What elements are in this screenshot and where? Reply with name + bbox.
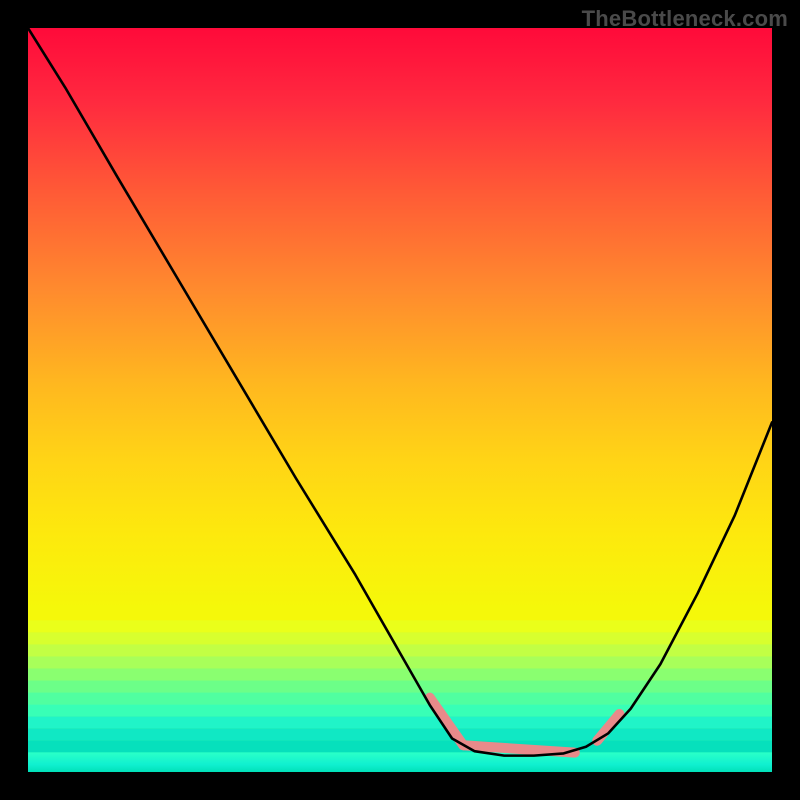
gradient-band xyxy=(28,668,772,680)
gradient-band xyxy=(28,608,772,620)
watermark-text: TheBottleneck.com xyxy=(582,6,788,32)
plot-area xyxy=(28,28,772,772)
gradient-band xyxy=(28,704,772,716)
gradient-band xyxy=(28,632,772,644)
gradient-band xyxy=(28,680,772,692)
chart-container: TheBottleneck.com xyxy=(0,0,800,800)
gradient-band xyxy=(28,728,772,740)
gradient-band xyxy=(28,692,772,704)
gradient-band xyxy=(28,716,772,728)
plot-svg xyxy=(28,28,772,772)
gradient-band xyxy=(28,740,772,752)
gradient-band xyxy=(28,620,772,632)
